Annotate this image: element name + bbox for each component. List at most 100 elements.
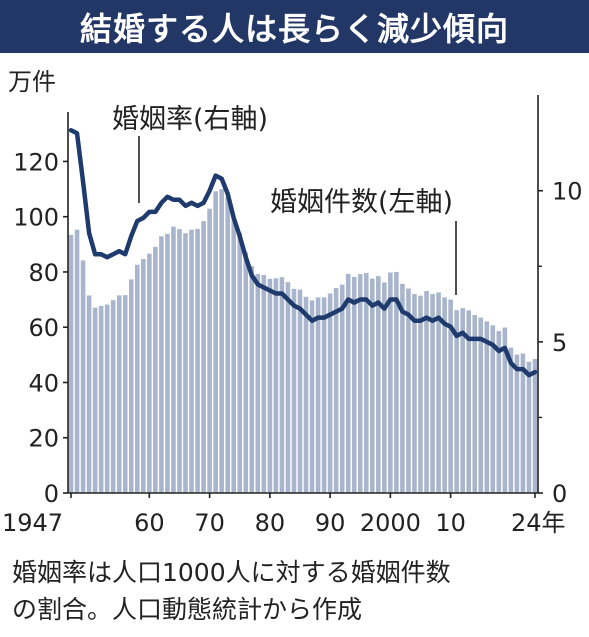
right-axis: 0 5 10 xyxy=(537,95,583,508)
bar-1994 xyxy=(351,276,357,493)
bar-2023 xyxy=(526,361,532,493)
bar-2004 xyxy=(412,294,417,493)
bar-1985 xyxy=(297,289,303,493)
bar-1965 xyxy=(177,229,182,493)
bar-2006 xyxy=(424,291,429,493)
bar-1971 xyxy=(213,191,218,493)
left-tick-label-20: 20 xyxy=(28,425,59,453)
bar-2020 xyxy=(508,347,514,493)
bar-2018 xyxy=(496,331,502,493)
x-tick-label-1947: 1947 xyxy=(2,509,63,537)
bar-1969 xyxy=(201,221,206,493)
bar-2002 xyxy=(400,283,405,493)
bar-1957 xyxy=(128,279,134,493)
bar-1987 xyxy=(309,300,315,493)
rate-series-label: 婚姻率(右軸) xyxy=(112,104,268,135)
left-tick-label-40: 40 xyxy=(28,369,59,397)
bar-2011 xyxy=(454,310,459,493)
bar-1953 xyxy=(104,304,110,493)
bar-2014 xyxy=(472,315,478,493)
bar-2015 xyxy=(478,317,484,493)
x-tick-label-1960: 60 xyxy=(134,509,165,537)
bar-2024 xyxy=(532,359,538,493)
bar-1979 xyxy=(261,275,267,493)
bar-1997 xyxy=(370,278,375,493)
left-axis: 0 20 40 60 80 100 120 xyxy=(13,112,69,508)
bar-2010 xyxy=(448,299,453,493)
left-tick-label-120: 120 xyxy=(13,148,59,176)
bar-1968 xyxy=(195,228,200,494)
bar-1991 xyxy=(333,287,339,493)
bar-1962 xyxy=(159,236,164,493)
left-tick-label-100: 100 xyxy=(13,204,59,232)
bar-2016 xyxy=(484,321,490,493)
bar-2017 xyxy=(490,325,496,493)
bar-1973 xyxy=(225,196,230,493)
left-axis-unit: 万件 xyxy=(8,68,56,96)
bar-1961 xyxy=(153,246,158,493)
right-tick-label-10: 10 xyxy=(552,178,583,206)
bar-1989 xyxy=(321,297,327,493)
bar-1993 xyxy=(345,273,351,493)
bar-1960 xyxy=(147,253,152,493)
bar-1959 xyxy=(141,258,146,493)
bar-1950 xyxy=(86,295,92,493)
footnote: 婚姻率は人口1000人に対する婚姻件数 の割合。人口動態統計から作成 xyxy=(12,554,582,628)
left-tick-label-80: 80 xyxy=(28,259,59,287)
bar-2003 xyxy=(406,288,411,493)
x-tick-label-2024: 24年 xyxy=(511,509,566,537)
x-tick-label-1970: 70 xyxy=(194,509,225,537)
bar-1990 xyxy=(327,293,333,493)
bar-1998 xyxy=(376,276,381,493)
bar-2021 xyxy=(514,354,520,493)
bar-1983 xyxy=(285,282,291,493)
bar-1988 xyxy=(315,297,321,493)
bar-2022 xyxy=(520,353,526,493)
bar-series-marriages xyxy=(68,189,538,494)
x-axis: 1947 60 70 80 90 2000 10 24年 xyxy=(2,492,566,537)
bar-2005 xyxy=(418,295,423,493)
bar-1996 xyxy=(363,273,369,493)
bar-1976 xyxy=(243,252,249,493)
left-tick-label-0: 0 xyxy=(44,480,59,508)
bar-1977 xyxy=(249,266,255,493)
bar-1952 xyxy=(98,305,104,493)
bar-1980 xyxy=(267,278,273,493)
bar-1974 xyxy=(231,216,236,493)
bar-1963 xyxy=(165,233,170,493)
bar-2000 xyxy=(388,272,393,493)
bar-1999 xyxy=(382,282,387,493)
footnote-line-2: の割合。人口動態統計から作成 xyxy=(12,595,363,624)
chart-title: 結婚する人は長らく減少傾向 xyxy=(79,9,509,48)
count-series-label: 婚姻件数(左軸) xyxy=(270,187,453,218)
bar-2009 xyxy=(442,297,447,493)
x-tick-label-1980: 80 xyxy=(255,509,286,537)
bar-2019 xyxy=(502,327,508,493)
bar-1964 xyxy=(171,226,176,493)
right-tick-label-0: 0 xyxy=(552,480,567,508)
right-tick-label-5: 5 xyxy=(552,329,567,357)
bar-2008 xyxy=(436,292,441,493)
bar-1954 xyxy=(110,300,116,493)
bar-1970 xyxy=(207,208,212,493)
left-tick-label-60: 60 xyxy=(28,314,59,342)
bar-1966 xyxy=(183,233,188,493)
bar-1956 xyxy=(122,295,128,493)
chart-title-banner: 結婚する人は長らく減少傾向 xyxy=(0,0,589,53)
chart: 万件 0 20 40 60 80 100 120 0 5 10 1947 60 70 80 90 2000… xyxy=(2,68,583,537)
bar-2007 xyxy=(430,294,435,493)
bar-1948 xyxy=(74,229,80,493)
bar-1951 xyxy=(92,307,98,493)
footnote-line-1: 婚姻率は人口1000人に対する婚姻件数 xyxy=(12,558,451,587)
bar-1978 xyxy=(255,273,261,493)
bar-1947 xyxy=(68,234,74,493)
bar-1958 xyxy=(135,264,140,493)
bar-2013 xyxy=(466,310,471,493)
bar-1984 xyxy=(291,288,297,493)
x-tick-label-2000: 2000 xyxy=(360,509,421,537)
line-series-marriage-rate xyxy=(68,128,538,378)
bar-1949 xyxy=(80,260,86,493)
bar-1982 xyxy=(279,277,285,493)
bar-1955 xyxy=(116,295,122,493)
bar-2012 xyxy=(460,308,465,493)
